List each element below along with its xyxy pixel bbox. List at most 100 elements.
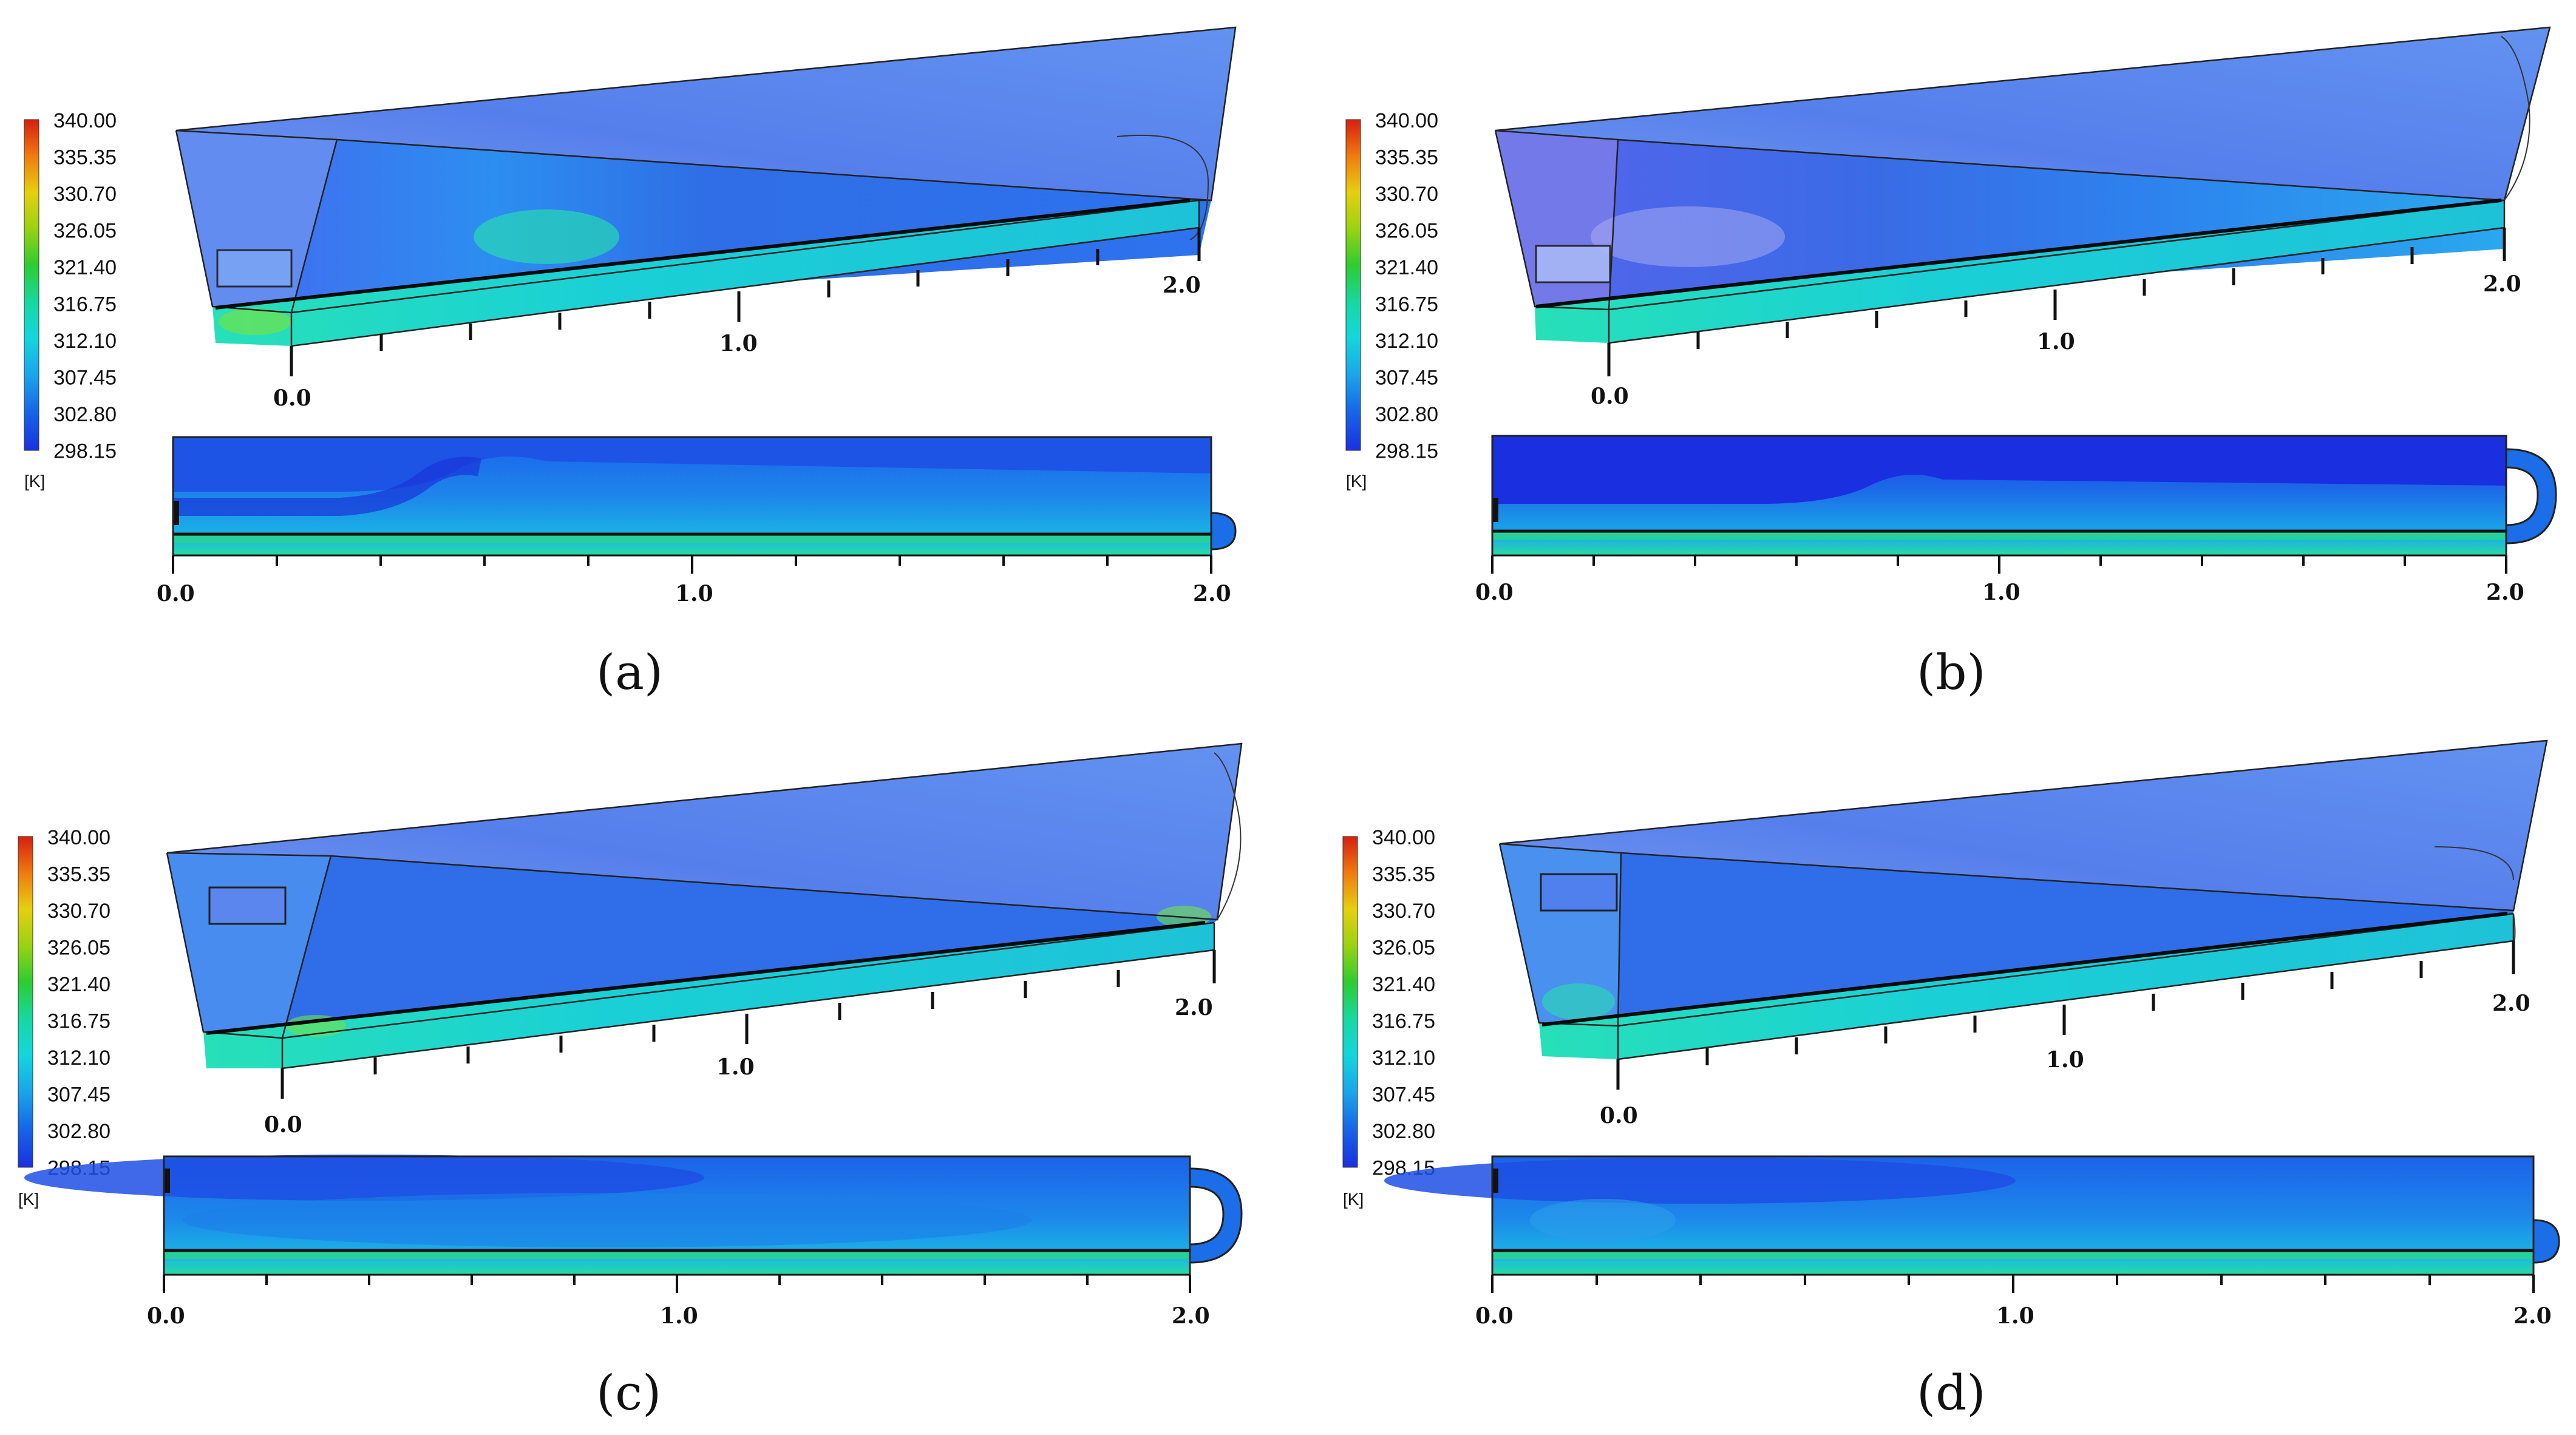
iso-view: 0.0 1.0 2.0 [1494, 26, 2551, 409]
legend-panel-c: 340.00 335.35 330.70 326.05 321.40 316.75 312.… [18, 826, 110, 1209]
legend-value-3: 326.05 [1372, 937, 1435, 960]
iso-view: 0.0 1.0 2.0 [166, 742, 1243, 1138]
legend-labels: 340.00 335.35 330.70 326.05 321.40 316.75 312.… [53, 109, 117, 463]
hot-floor [1492, 1250, 2534, 1259]
iso-top-face [176, 27, 1235, 200]
iso-end-face [167, 853, 331, 1038]
colorbar [18, 836, 33, 1168]
plan-tick-1: 1.0 [660, 1303, 698, 1329]
legend-value-8: 302.80 [1375, 403, 1438, 426]
legend-unit: [K] [18, 1190, 39, 1209]
iso-tick-2: 2.0 [1175, 995, 1213, 1020]
legend-value-5: 316.75 [1372, 1010, 1435, 1033]
iso-end-cap [1214, 752, 1242, 920]
legend-value-6: 312.10 [53, 330, 117, 353]
legend-value-2: 330.70 [53, 183, 117, 206]
iso-top-face [167, 744, 1242, 920]
iso-tick-1: 1.0 [716, 1054, 755, 1080]
iso-top-face [1495, 27, 2550, 200]
return-duct [2533, 1219, 2560, 1264]
cold-jet [1492, 436, 2506, 504]
iso-end-cap [1116, 134, 1209, 240]
legend-value-7: 307.45 [53, 367, 117, 390]
plan-tick-1: 1.0 [1996, 1303, 2034, 1329]
hot-spot [1542, 983, 1615, 1020]
panel-b: 0.0 1.0 2.0 0.0 1.0 2.0 (b) [1475, 26, 2557, 701]
panel-caption-c: (c) [596, 1365, 661, 1421]
legend-value-3: 326.05 [53, 220, 117, 243]
iso-floor [1535, 200, 2504, 343]
panel-caption-d: (d) [1917, 1365, 1986, 1421]
plan-tick-2: 2.0 [2513, 1303, 2552, 1329]
iso-floor [203, 923, 1214, 1068]
plan-tick-0: 0.0 [1475, 1303, 1514, 1329]
return-duct [1211, 512, 1237, 551]
iso-side-face [282, 856, 1217, 1038]
colorbar [24, 119, 39, 451]
legend-value-0: 340.00 [47, 826, 110, 849]
plan-view: 0.0 1.0 2.0 [1475, 435, 2557, 605]
cold-jet [1384, 1158, 2016, 1204]
legend-value-7: 307.45 [1372, 1084, 1435, 1107]
legend-value-5: 316.75 [47, 1010, 110, 1033]
plan-tick-0: 0.0 [147, 1303, 185, 1329]
iso-tick-1: 1.0 [2037, 329, 2075, 355]
iso-floor [1539, 914, 2513, 1059]
iso-floor-edge [1541, 912, 2508, 1026]
legend-value-4: 321.40 [1375, 256, 1438, 279]
iso-ticks [1616, 941, 2515, 1090]
legend-unit: [K] [24, 472, 45, 490]
inlet-slot [173, 501, 179, 525]
iso-view: 0.0 1.0 2.0 [175, 26, 1237, 411]
cold-region [1591, 206, 1785, 267]
iso-outline [1498, 739, 2548, 1060]
legend-panel-b: 340.00 335.35 330.70 326.05 321.40 316.75 312.… [1345, 109, 1438, 490]
inlet-opening [208, 886, 287, 925]
plan-tick-1: 1.0 [675, 581, 713, 606]
legend-value-0: 340.00 [1372, 826, 1435, 849]
iso-side-face [1609, 140, 2504, 310]
legend-value-1: 335.35 [53, 146, 117, 169]
legend-value-5: 316.75 [53, 293, 117, 316]
legend-value-3: 326.05 [1375, 220, 1438, 243]
iso-tick-0: 0.0 [264, 1112, 302, 1138]
plan-tick-0: 0.0 [1475, 580, 1514, 605]
iso-top-face [1500, 741, 2547, 911]
plan-view: 0.0 1.0 2.0 [24, 1155, 1243, 1329]
legend-value-4: 321.40 [53, 256, 117, 279]
panel-d: 0.0 1.0 2.0 0.0 1.0 2.0 (d) [1384, 739, 2560, 1421]
hot-plume [474, 209, 619, 264]
legend-value-4: 321.40 [47, 973, 110, 996]
plan-ticks [163, 1275, 1191, 1293]
legend-value-8: 302.80 [47, 1120, 110, 1143]
legend-panel-d: 340.00 335.35 330.70 326.05 321.40 316.75 312.… [1342, 826, 1435, 1209]
legend-value-8: 302.80 [1372, 1120, 1435, 1143]
inlet-slot [1492, 1169, 1498, 1193]
plan-view: 0.0 1.0 2.0 [157, 436, 1237, 606]
iso-outline [175, 26, 1237, 347]
legend-value-7: 307.45 [1375, 367, 1438, 390]
legend-labels: 340.00 335.35 330.70 326.05 321.40 316.75 312.… [1375, 109, 1438, 463]
legend-value-9: 298.15 [1375, 440, 1438, 463]
iso-floor-edge [206, 921, 1206, 1035]
legend-unit: [K] [1346, 472, 1367, 490]
legend-labels: 340.00 335.35 330.70 326.05 321.40 316.75 312.… [1372, 826, 1435, 1180]
iso-floor [212, 200, 1199, 346]
legend-value-4: 321.40 [1372, 973, 1435, 996]
legend-value-6: 312.10 [1375, 330, 1438, 353]
plan-tick-2: 2.0 [1193, 581, 1231, 606]
plan-tick-1: 1.0 [1982, 580, 2020, 605]
hot-spot [219, 308, 291, 335]
colorbar [1342, 836, 1358, 1168]
legend-value-6: 312.10 [1372, 1047, 1435, 1070]
cold-jet [24, 1155, 704, 1201]
iso-tick-0: 0.0 [1591, 384, 1629, 409]
return-duct [1189, 1167, 1243, 1264]
legend-panel-a: 340.00 335.35 330.70 326.05 321.40 316.75 312.… [24, 109, 117, 490]
plan-tick-2: 2.0 [2486, 580, 2524, 605]
inlet-slot [164, 1169, 170, 1193]
legend-value-6: 312.10 [47, 1047, 110, 1070]
panel-caption-a: (a) [596, 644, 663, 701]
legend-value-7: 307.45 [47, 1084, 110, 1107]
legend-value-8: 302.80 [53, 403, 117, 426]
